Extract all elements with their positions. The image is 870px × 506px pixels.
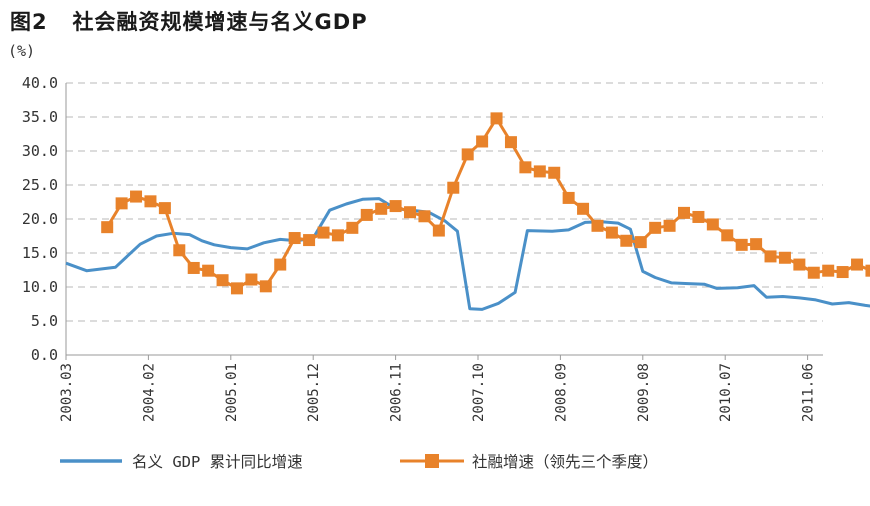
y-tick-label: 0.0	[31, 346, 58, 364]
data-point	[519, 161, 532, 174]
data-point	[230, 282, 243, 295]
y-tick-label: 30.0	[22, 142, 58, 160]
x-tick-label: 2003.03	[59, 363, 75, 422]
data-point	[115, 197, 128, 210]
data-point	[793, 258, 806, 271]
x-tick-label: 2010.07	[718, 363, 734, 422]
y-tick-label: 20.0	[22, 210, 58, 228]
x-tick-label: 2007.10	[471, 363, 487, 422]
data-point	[375, 202, 388, 215]
data-point	[447, 181, 460, 194]
series-tsf	[101, 112, 870, 295]
data-point	[158, 202, 171, 215]
data-point	[274, 258, 287, 271]
legend-marker-tsf	[425, 454, 439, 468]
data-point	[317, 226, 330, 239]
data-point	[620, 234, 633, 247]
data-point	[851, 258, 864, 271]
data-point	[836, 266, 849, 279]
data-point	[678, 206, 690, 219]
data-point	[764, 250, 777, 263]
data-point	[605, 226, 618, 239]
data-point	[346, 221, 359, 234]
data-point	[331, 229, 344, 242]
data-point	[692, 210, 705, 223]
legend-item-gdp: 名义 GDP 累计同比增速	[60, 453, 303, 471]
data-point	[533, 165, 546, 178]
data-point	[721, 229, 734, 242]
data-point	[504, 136, 517, 149]
data-point	[404, 206, 417, 219]
series-line	[105, 116, 870, 290]
data-point	[101, 221, 114, 234]
data-point	[577, 202, 590, 215]
data-point	[144, 195, 157, 208]
y-tick-labels: 0.0 5.0 10.0 15.0 20.0 25.0 30.0 35.0 40.0	[22, 74, 58, 364]
y-tick-label: 15.0	[22, 244, 58, 262]
data-point	[173, 244, 186, 257]
series-gdp	[65, 197, 870, 311]
data-point	[432, 224, 445, 237]
x-tick-label: 2011.06	[801, 363, 817, 422]
x-tick-label: 2005.01	[224, 363, 240, 422]
x-tick-label: 2004.02	[141, 363, 157, 422]
y-tick-label: 35.0	[22, 108, 58, 126]
data-point	[187, 261, 200, 274]
data-point	[259, 280, 272, 293]
data-point	[778, 251, 791, 264]
y-axis-label: (%)	[8, 42, 35, 60]
data-point	[130, 190, 143, 203]
data-point	[202, 264, 215, 277]
legend-label-gdp: 名义 GDP 累计同比增速	[132, 453, 303, 471]
x-tick-label: 2005.12	[306, 363, 322, 422]
data-point	[461, 148, 474, 161]
chart-title: 图2 社会融资规模增速与名义GDP	[10, 10, 368, 34]
axes: (%)	[8, 42, 823, 356]
data-point	[562, 191, 575, 204]
y-tick-label: 10.0	[22, 278, 58, 296]
legend: 名义 GDP 累计同比增速 社融增速（领先三个季度）	[60, 453, 658, 471]
data-point	[360, 208, 373, 221]
y-tick-label: 40.0	[22, 74, 58, 92]
data-point	[750, 238, 763, 251]
x-tick-label: 2006.11	[389, 363, 405, 422]
data-point	[663, 219, 676, 232]
data-point	[634, 236, 647, 249]
data-point	[288, 232, 301, 245]
x-tick-labels: 2003.03 2004.02 2005.01 2005.12 2006.11 2007.…	[59, 355, 817, 422]
data-point	[822, 264, 835, 277]
y-tick-label: 25.0	[22, 176, 58, 194]
data-point	[865, 264, 870, 277]
data-point	[490, 112, 503, 125]
legend-item-tsf: 社融增速（领先三个季度）	[400, 453, 658, 471]
data-point	[418, 210, 431, 223]
x-tick-label: 2009.08	[636, 363, 652, 422]
data-point	[389, 200, 402, 213]
data-point	[245, 273, 258, 286]
data-point	[216, 274, 229, 287]
data-point	[706, 218, 719, 231]
data-point	[548, 166, 561, 179]
legend-label-tsf: 社融增速（领先三个季度）	[472, 453, 658, 471]
x-tick-label: 2008.09	[553, 363, 569, 422]
data-point	[303, 234, 316, 247]
series-line	[65, 197, 870, 311]
series	[65, 112, 870, 311]
data-point	[591, 219, 604, 232]
data-point	[807, 266, 820, 279]
data-point	[735, 238, 748, 251]
data-point	[476, 135, 489, 148]
data-point	[649, 221, 662, 234]
y-tick-label: 5.0	[31, 312, 58, 330]
